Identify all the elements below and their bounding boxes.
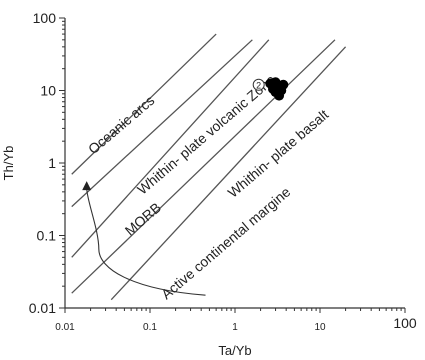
y-tick-label: 1 bbox=[48, 155, 56, 171]
symbol-marker-label: 2 bbox=[256, 80, 261, 90]
x-tick-label: 10 bbox=[314, 322, 326, 333]
plot-area bbox=[65, 18, 405, 308]
y-tick-label: 100 bbox=[33, 10, 57, 26]
data-point-5 bbox=[265, 78, 275, 88]
data-point-7 bbox=[278, 80, 288, 90]
x-tick-label: 0.1 bbox=[143, 322, 157, 333]
x-tick-label: 100 bbox=[393, 315, 417, 331]
y-tick-label: 0.1 bbox=[37, 228, 57, 244]
x-tick-label: 1 bbox=[232, 322, 238, 333]
y-tick-label: 0.01 bbox=[29, 300, 56, 316]
y-axis-title: Th/Yb bbox=[1, 146, 16, 181]
x-axis-title: Ta/Yb bbox=[218, 343, 251, 358]
data-point-8 bbox=[271, 87, 281, 97]
x-tick-label: 0.01 bbox=[55, 322, 75, 333]
y-tick-label: 10 bbox=[40, 83, 56, 99]
